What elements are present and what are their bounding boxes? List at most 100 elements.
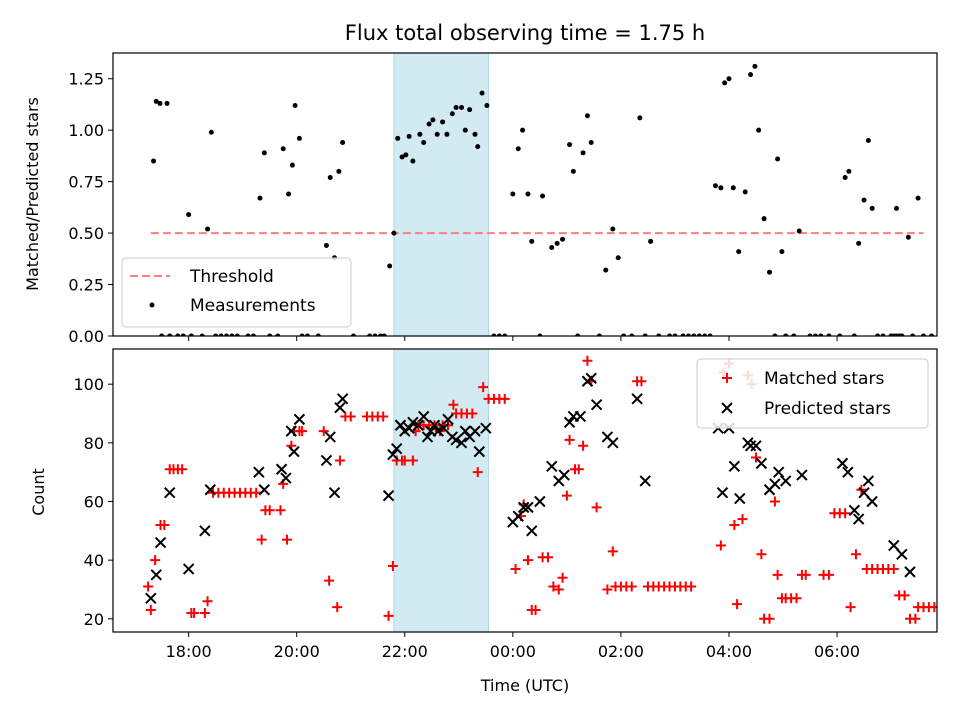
matched-star-point [553,584,564,595]
predicted-star-point [432,425,444,437]
matched-star-point [888,563,899,574]
predicted-star-point [780,475,792,487]
measurement-point [920,333,926,336]
measurement-point [180,333,186,336]
predicted-star-point [904,566,916,578]
predicted-star-point [796,469,808,481]
measurement-point [783,333,789,336]
measurement-point [730,185,736,191]
measurement-point [642,333,648,336]
measurement-point [812,333,818,336]
measurement-point [588,140,594,146]
measurement-point [199,333,205,336]
matched-star-point [407,455,418,466]
predicted-star-point [334,401,346,414]
y-tick-label: 0.75 [68,173,104,192]
matched-star-point [934,606,937,609]
x-tick-label: 20:00 [274,642,320,661]
measurement-point [336,168,342,174]
matched-star-point [845,602,856,613]
measurement-point [459,105,465,111]
matched-star-point [626,581,637,592]
measurement-point [440,119,446,125]
bottom-y-axis-label: Count [29,468,48,516]
matched-star-point [530,605,541,616]
measurement-point [748,72,754,78]
matched-star-point [564,434,575,445]
measurement-point [712,183,718,189]
measurement-point [525,191,531,197]
measurement-point [752,63,758,69]
legend-measurement-swatch [149,302,155,308]
measurement-point [475,144,481,150]
matched-star-point [318,426,329,437]
legend-predicted-label: Predicted stars [764,399,891,419]
measurement-point [223,333,229,336]
measurement-point [479,90,485,96]
predicted-star-point [728,460,741,473]
x-tick-label: 04:00 [706,642,752,661]
measurement-point [775,156,781,162]
matched-star-point [499,393,510,404]
measurement-point [726,76,732,82]
predicted-star-point [442,413,454,426]
measurement-point [560,236,566,242]
matched-star-point [729,519,740,530]
measurement-point [372,333,378,336]
legend-measurement-label: Measurements [190,296,316,316]
predicted-star-point [631,393,643,405]
matched-star-point [150,555,161,566]
measurement-point [496,333,502,336]
matched-star-point [189,607,200,618]
measurement-point [610,226,616,232]
predicted-star-point [150,569,162,581]
measurement-point [680,333,686,336]
measurement-point [742,189,748,195]
measurement-point [267,333,273,336]
matched-star-point [756,549,767,560]
measurement-point [846,168,852,174]
matched-star-point [772,569,783,580]
measurement-point [766,269,772,275]
y-tick-label: 0.50 [68,224,104,243]
measurement-point [818,333,824,336]
matched-star-point [275,505,286,516]
measurement-point [305,333,311,336]
predicted-star-point [182,563,195,575]
measurement-point [403,152,409,158]
predicted-star-point [888,539,900,552]
measurement-point [453,105,459,111]
predicted-star-point [253,466,265,478]
y-tick-label: 1.00 [68,121,104,140]
measurement-point [250,333,256,336]
measurement-point [218,333,224,336]
matched-star-point [297,426,308,437]
measurement-point [188,333,194,336]
matched-star-point [686,581,697,592]
predicted-star-point [574,410,587,423]
measurement-point [875,333,881,336]
legend-matched-label: Matched stars [764,369,884,389]
y-tick-label: 1.25 [68,70,104,89]
predicted-star-point [417,410,430,423]
measurement-point [691,333,697,336]
measurement-point [567,142,573,148]
matched-star-point [840,508,851,519]
measurement-point [791,333,797,336]
matched-star-point [334,455,345,466]
predicted-star-point [772,466,785,478]
matched-star-point [159,519,170,530]
measurement-point [157,100,163,106]
measurement-point [899,333,905,336]
predicted-star-point [407,416,419,429]
matched-star-point [324,575,335,586]
measurement-point [826,333,832,336]
legend-bottom: Matched stars Predicted stars [696,358,929,429]
measurement-point [472,131,478,137]
measurement-point [584,113,590,119]
predicted-star-point [590,399,603,411]
predicted-star-point [293,413,306,426]
legend-predicted-swatch [721,402,733,414]
predicted-star-point [896,548,908,560]
measurement-point [718,185,724,191]
